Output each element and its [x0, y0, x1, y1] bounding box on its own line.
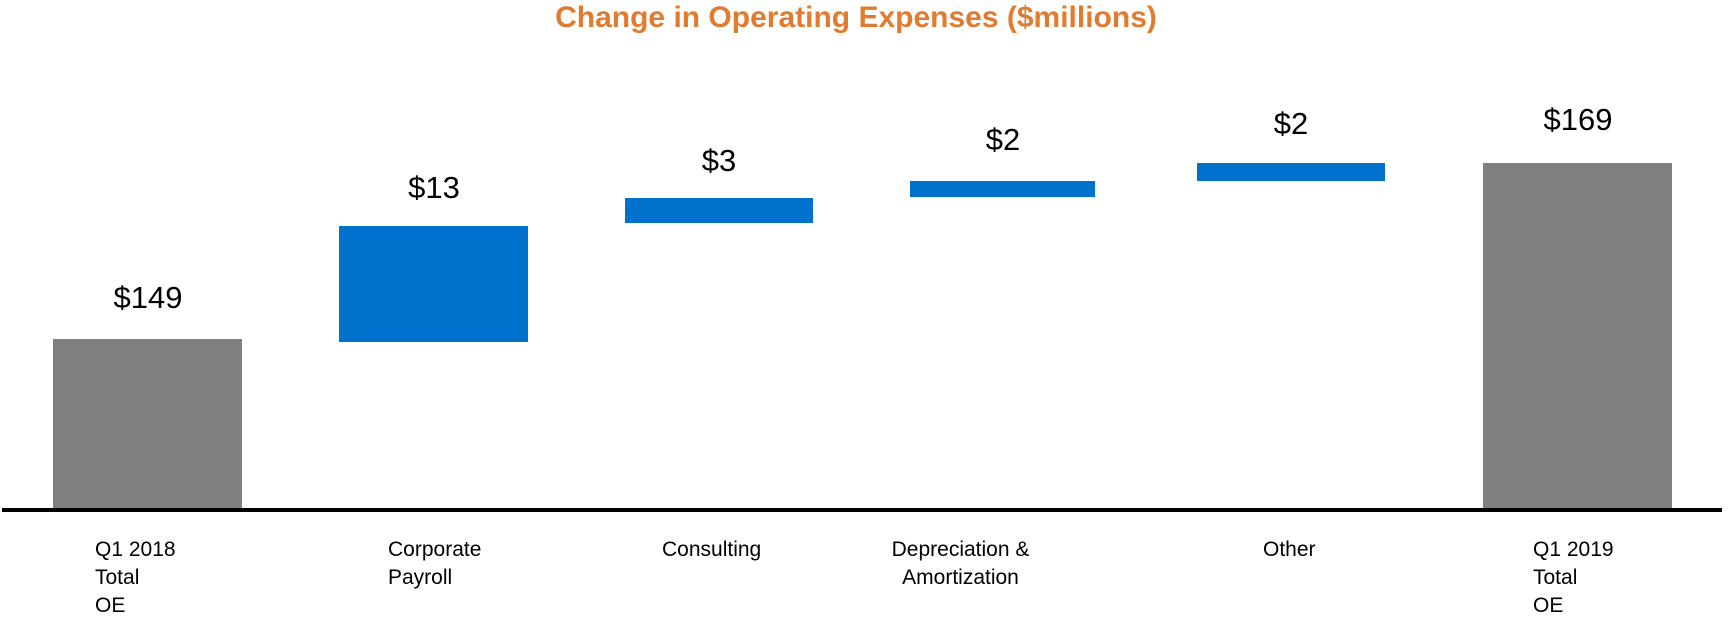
- category-label-q1-2018-total-oe: Q1 2018 Total OE: [95, 536, 176, 620]
- category-label-line: Q1 2019: [1533, 538, 1614, 561]
- category-label-line: Depreciation &: [891, 538, 1030, 561]
- value-label-depreciation-amortization: $2: [985, 122, 1021, 157]
- category-label-q1-2019-total-oe: Q1 2019 Total OE: [1533, 536, 1614, 620]
- category-label-line: OE: [95, 594, 126, 617]
- bar-q1-2018-total-oe: [53, 339, 242, 508]
- category-label-line: Total: [95, 566, 140, 589]
- bar-q1-2019-total-oe: [1483, 163, 1672, 508]
- value-label-q1-2019-total: $169: [1543, 102, 1613, 137]
- category-label-depreciation-amortization: Depreciation & Amortization: [863, 536, 1058, 592]
- category-label-line: Corporate: [388, 538, 482, 561]
- x-axis-line: [2, 508, 1722, 512]
- value-label-consulting: $3: [701, 143, 737, 178]
- category-label-other: Other: [1263, 536, 1316, 564]
- category-label-consulting: Consulting: [662, 536, 761, 564]
- category-label-line: Payroll: [388, 566, 453, 589]
- category-label-line: Amortization: [902, 566, 1019, 589]
- value-label-other: $2: [1273, 106, 1309, 141]
- bar-other: [1197, 163, 1385, 181]
- value-label-q1-2018-total: $149: [113, 280, 183, 315]
- category-label-line: OE: [1533, 594, 1564, 617]
- category-label-line: Consulting: [662, 538, 762, 561]
- bar-depreciation-amortization: [910, 181, 1095, 197]
- category-label-line: Other: [1263, 538, 1316, 561]
- category-label-line: Q1 2018: [95, 538, 176, 561]
- category-label-line: Total: [1533, 566, 1578, 589]
- value-label-corporate-payroll: $13: [408, 170, 460, 205]
- bar-corporate-payroll: [339, 226, 528, 342]
- chart-title: Change in Operating Expenses ($millions): [555, 1, 1157, 34]
- category-label-corporate-payroll: Corporate Payroll: [388, 536, 481, 592]
- bar-consulting: [625, 198, 813, 223]
